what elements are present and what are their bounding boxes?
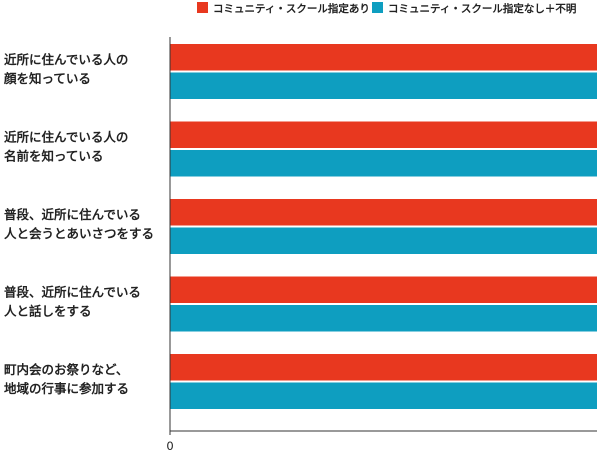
bar-3-series-1 (170, 199, 597, 226)
bar-5-series-1 (170, 354, 597, 381)
legend-label-1: コミュニティ・スクール指定あり (213, 2, 370, 15)
category-label-1: 近所に住んでいる人の顔を知っている (3, 52, 128, 86)
bar-3-series-2 (170, 227, 597, 254)
bars: 45.032.335.123.455.941.631.518.934.218.4 (170, 44, 597, 409)
legend-label-2: コミュニティ・スクール指定なし＋不明 (388, 2, 576, 15)
bar-2-series-2 (170, 150, 597, 177)
bar-5-series-2 (170, 382, 597, 409)
legend: コミュニティ・スクール指定あり コミュニティ・スクール指定なし＋不明 (197, 2, 576, 15)
bar-1-series-2 (170, 72, 597, 99)
category-label-2: 近所に住んでいる人の名前を知っている (4, 130, 128, 164)
category-labels: 近所に住んでいる人の顔を知っている近所に住んでいる人の名前を知っている普段、近所… (3, 52, 154, 396)
category-label-3: 普段、近所に住んでいる人と会うとあいさつをする (4, 207, 154, 241)
x-tick-label-0: 0 (166, 439, 173, 453)
bar-4-series-1 (170, 276, 597, 303)
bar-2-series-1 (170, 121, 597, 148)
legend-swatch-2 (372, 2, 383, 13)
legend-swatch-1 (197, 2, 208, 13)
bar-4-series-2 (170, 305, 597, 332)
category-label-5: 町内会のお祭りなど、地域の行事に参加する (4, 362, 129, 396)
x-axis: 010203040506070(%) (166, 37, 597, 453)
category-label-4: 普段、近所に住んでいる人と話しをする (4, 285, 141, 319)
bar-1-series-1 (170, 44, 597, 71)
